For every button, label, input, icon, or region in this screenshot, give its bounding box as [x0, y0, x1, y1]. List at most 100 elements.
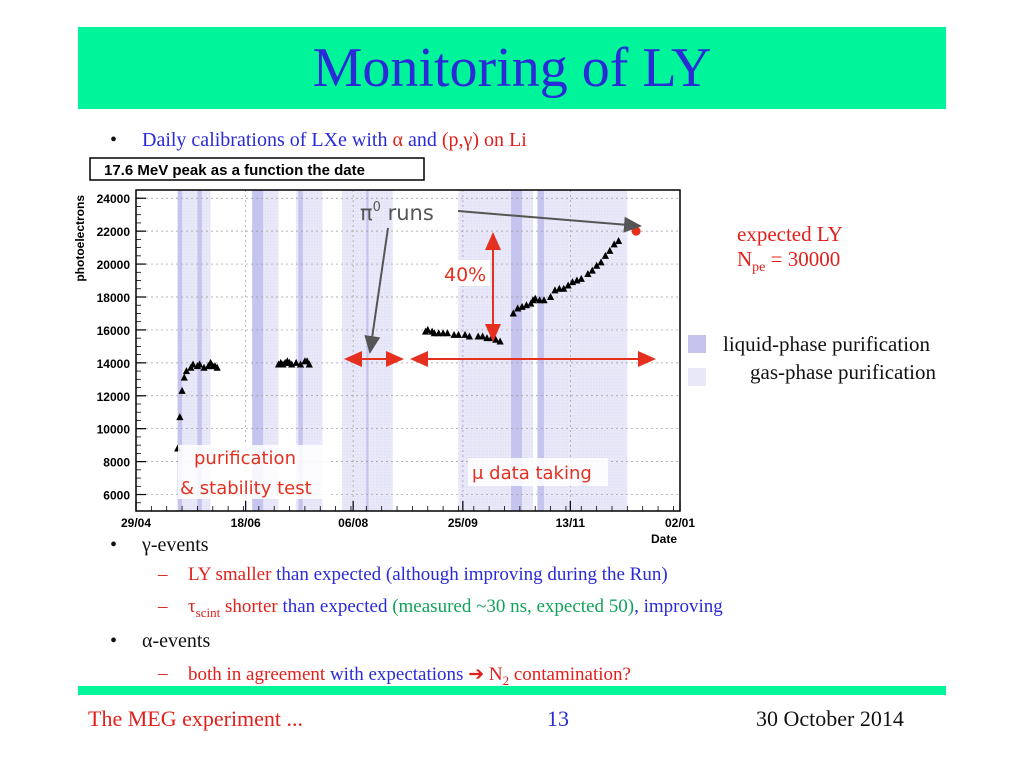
bullet1-onli: on Li	[479, 129, 527, 151]
x-tick-label: 25/09	[448, 516, 478, 530]
data-point	[182, 367, 191, 375]
pi0-runs-label: π0 runs	[360, 200, 434, 225]
purification-label-bg	[178, 445, 330, 499]
footer-left: The MEG experiment ...	[88, 706, 304, 731]
liquid-purification-band	[366, 190, 369, 511]
footer-rule	[78, 686, 946, 695]
data-point	[461, 330, 469, 338]
data-point	[196, 360, 204, 368]
expected-ly-line1: expected LY	[737, 222, 843, 246]
gamma-sub2-red: shorter	[220, 596, 278, 617]
data-point	[546, 293, 555, 300]
bullet-dot: •	[110, 129, 118, 151]
x-tick-label: 13/11	[556, 516, 586, 530]
mu-label-bg	[468, 458, 608, 486]
y-tick-label: 12000	[97, 390, 131, 404]
expected-ly-point	[631, 226, 641, 236]
chart-title: 17.6 MeV peak as a function the date	[104, 162, 365, 179]
bullet-dot: •	[110, 630, 118, 652]
pi-symbol: π	[360, 201, 373, 225]
liquid-purification-band	[537, 190, 544, 511]
bullet1-pgamma: (p,γ)	[441, 129, 480, 151]
pi-superscript: 0	[373, 200, 381, 215]
arrow-icon: ➔	[468, 664, 485, 685]
data-point	[577, 274, 585, 282]
chart-title-box	[89, 157, 425, 181]
npe-sub: pe	[752, 260, 766, 276]
dash: –	[158, 564, 168, 585]
gamma-sub1-blue: than expected (although improving during…	[271, 564, 668, 585]
y-tick-label: 6000	[103, 489, 130, 503]
liquid-purification-band	[252, 190, 264, 511]
gamma-sub2-blue: than expected	[277, 596, 393, 617]
bullet1-prefix: Daily calibrations of LXe with	[142, 129, 393, 151]
footer-page-number: 13	[547, 706, 569, 731]
npe-value: = 30000	[765, 247, 841, 271]
data-point	[531, 294, 539, 302]
data-point	[597, 258, 605, 266]
bullet1-and: and	[402, 129, 442, 151]
forty-percent-label: 40%	[444, 264, 486, 286]
data-point	[292, 358, 300, 366]
data-point	[478, 332, 487, 340]
data-point	[540, 296, 548, 304]
legend-liquid-label: liquid-phase purification	[723, 332, 931, 356]
data-point	[305, 360, 313, 368]
x-tick-label: 29/04	[121, 516, 151, 530]
runs-text: runs	[381, 201, 434, 225]
data-point	[509, 309, 517, 317]
data-point	[601, 251, 610, 259]
gamma-sub2-blue2: , improving	[634, 596, 723, 617]
data-point	[454, 330, 463, 338]
slide-title: Monitoring of LY	[312, 37, 712, 99]
data-point	[213, 363, 221, 371]
data-point	[424, 325, 432, 333]
footer-date: 30 October 2014	[756, 706, 904, 731]
bullet-gamma-events: • γ-events	[110, 534, 209, 557]
data-point	[176, 413, 184, 421]
data-point	[465, 332, 474, 340]
gamma-sub2: – τscint shorter than expected (measured…	[158, 596, 723, 621]
forty-percent-bg	[440, 260, 490, 286]
y-tick-label: 22000	[97, 225, 131, 239]
data-point	[610, 240, 618, 248]
bullet1-alpha: α	[392, 129, 403, 151]
legend-gas-label: gas-phase purification	[750, 360, 937, 384]
data-point	[180, 373, 188, 381]
data-point	[614, 237, 623, 245]
y-tick-label: 16000	[97, 324, 131, 338]
pi0-runs-arrow-down	[364, 227, 389, 354]
data-point	[584, 269, 592, 277]
data-point	[560, 284, 568, 292]
y-axis-label: photoelectrons	[73, 195, 87, 282]
purification-label-line1: purification	[194, 448, 296, 469]
data-point	[564, 281, 572, 289]
plot-frame	[135, 189, 681, 512]
y-tick-label: 14000	[97, 357, 131, 371]
tau-sub: scint	[195, 604, 221, 620]
data-point	[593, 261, 601, 269]
y-tick-label: 8000	[103, 456, 130, 470]
y-tick-label: 18000	[97, 291, 131, 305]
dash: –	[158, 663, 168, 684]
purification-label-line2: & stability test	[180, 478, 312, 499]
title-bar: Monitoring of LY	[78, 27, 946, 109]
x-tick-label: 02/01	[665, 516, 695, 530]
liquid-purification-band	[177, 190, 183, 511]
gamma-sub1-red: LY smaller	[188, 564, 272, 585]
data-point	[189, 360, 197, 368]
dash: –	[158, 596, 168, 617]
gamma-bullet: γ-events	[142, 534, 209, 556]
liquid-purification-band	[197, 190, 202, 511]
y-tick-label: 24000	[97, 192, 131, 206]
alpha-sub1: – both in agreement with expectations ➔ …	[158, 663, 631, 689]
n2-symbol: N	[484, 664, 503, 685]
bullet-dot: •	[110, 534, 118, 556]
alpha-sub1-red: both in agreement	[188, 664, 326, 685]
alpha-sub1-blue: with expectations	[325, 664, 469, 685]
data-point	[606, 246, 614, 254]
data-point	[296, 360, 305, 368]
gamma-sub1: – LY smaller than expected (although imp…	[158, 564, 668, 586]
data-point	[588, 266, 596, 274]
